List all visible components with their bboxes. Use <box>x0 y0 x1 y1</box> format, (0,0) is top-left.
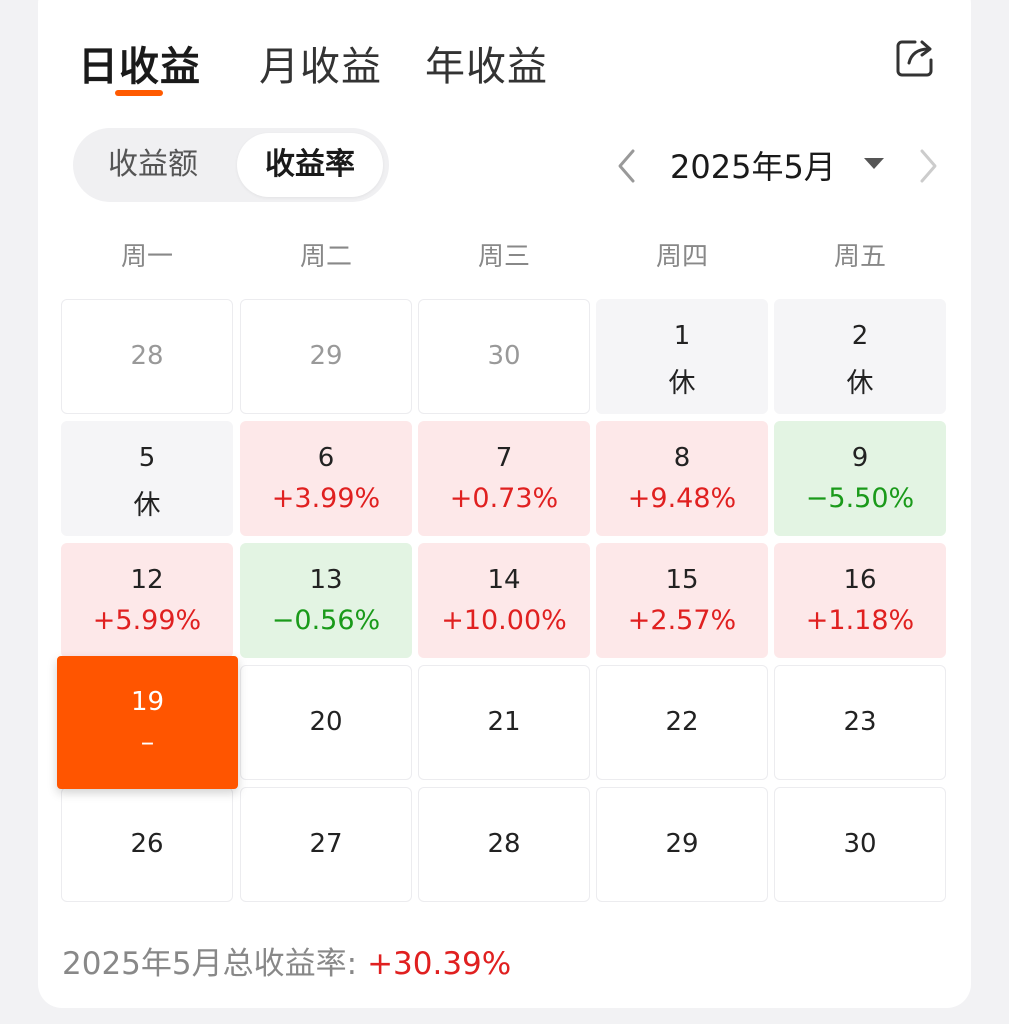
calendar-day-number: 6 <box>317 443 335 473</box>
calendar-cell[interactable]: 14 +10.00% <box>418 543 590 658</box>
calendar-day-value: +10.00% <box>441 605 567 636</box>
summary-total-rate: +30.39% <box>367 946 512 982</box>
calendar-day-value: +2.57% <box>627 605 737 636</box>
calendar-day-number: 22 <box>665 707 699 737</box>
calendar-day-value: −0.56% <box>271 605 381 636</box>
caret-down-icon[interactable] <box>864 158 884 169</box>
calendar-cell[interactable]: 23 <box>774 665 946 780</box>
calendar-day-number: 28 <box>487 829 521 859</box>
calendar-day-number: 19 <box>130 687 165 717</box>
calendar-day-value: +0.73% <box>449 483 559 514</box>
calendar-day-number: 28 <box>130 341 164 371</box>
weekday-thu: 周四 <box>655 242 708 272</box>
calendar-cell[interactable]: 13 −0.56% <box>240 543 412 658</box>
summary-label: 2025年5月总收益率: <box>62 946 358 982</box>
month-picker-label[interactable]: 2025年5月 <box>670 148 836 186</box>
calendar-day-number: 8 <box>673 443 691 473</box>
tab-daily[interactable]: 日收益 <box>78 44 201 90</box>
chevron-left-icon[interactable] <box>612 146 642 186</box>
calendar-cell[interactable]: 29 <box>240 299 412 414</box>
calendar-day-number: 7 <box>495 443 513 473</box>
calendar-day-value: 休 <box>846 368 874 399</box>
weekday-tue: 周二 <box>299 242 352 272</box>
calendar-cell[interactable]: 30 <box>418 299 590 414</box>
share-icon[interactable] <box>893 36 937 80</box>
calendar-day-value: +3.99% <box>271 483 381 514</box>
active-tab-indicator <box>115 90 163 96</box>
calendar-cell-today[interactable]: 19 – <box>57 656 238 789</box>
calendar-cell[interactable]: 29 <box>596 787 768 902</box>
calendar-day-number: 23 <box>843 707 877 737</box>
calendar-day-value: −5.50% <box>805 483 915 514</box>
calendar-cell[interactable]: 22 <box>596 665 768 780</box>
calendar-cell[interactable]: 28 <box>61 299 233 414</box>
calendar-day-number: 16 <box>843 565 877 595</box>
weekday-wed: 周三 <box>477 242 530 272</box>
weekday-fri: 周五 <box>833 242 886 272</box>
calendar-cell[interactable]: 7 +0.73% <box>418 421 590 536</box>
tab-monthly[interactable]: 月收益 <box>259 44 382 90</box>
calendar-day-number: 14 <box>487 565 521 595</box>
calendar-day-number: 9 <box>851 443 869 473</box>
toggle-amount[interactable]: 收益额 <box>108 147 198 182</box>
calendar-cell[interactable]: 9 −5.50% <box>774 421 946 536</box>
calendar-day-number: 2 <box>851 321 869 351</box>
calendar-cell[interactable]: 8 +9.48% <box>596 421 768 536</box>
calendar-day-number: 27 <box>309 829 343 859</box>
calendar-cell[interactable]: 12 +5.99% <box>61 543 233 658</box>
calendar-day-number: 20 <box>309 707 343 737</box>
calendar-day-number: 29 <box>665 829 699 859</box>
calendar-cell[interactable]: 16 +1.18% <box>774 543 946 658</box>
month-summary: 2025年5月总收益率: +30.39% <box>62 938 511 983</box>
chevron-right-icon[interactable] <box>913 146 943 186</box>
calendar-cell[interactable]: 21 <box>418 665 590 780</box>
calendar-cell[interactable]: 15 +2.57% <box>596 543 768 658</box>
calendar-day-number: 29 <box>309 341 343 371</box>
weekday-mon: 周一 <box>120 242 173 272</box>
calendar-day-number: 30 <box>487 341 521 371</box>
calendar-day-number: 30 <box>843 829 877 859</box>
calendar-cell[interactable]: 20 <box>240 665 412 780</box>
calendar-day-value: – <box>140 727 155 758</box>
calendar-day-value: +5.99% <box>92 605 202 636</box>
calendar-cell[interactable]: 26 <box>61 787 233 902</box>
calendar-day-value: 休 <box>133 490 161 521</box>
calendar-day-value: +1.18% <box>805 605 915 636</box>
calendar-day-number: 1 <box>673 321 691 351</box>
metric-toggle: 收益额 收益率 <box>73 128 389 202</box>
calendar-cell[interactable]: 28 <box>418 787 590 902</box>
calendar-day-number: 12 <box>130 565 164 595</box>
calendar-cell[interactable]: 27 <box>240 787 412 902</box>
toggle-rate[interactable]: 收益率 <box>237 133 383 197</box>
calendar-cell[interactable]: 6 +3.99% <box>240 421 412 536</box>
calendar-day-number: 26 <box>130 829 164 859</box>
calendar-day-number: 13 <box>309 565 343 595</box>
calendar-day-number: 15 <box>665 565 699 595</box>
calendar-cell[interactable]: 30 <box>774 787 946 902</box>
calendar-day-number: 5 <box>138 443 156 473</box>
calendar-day-value: 休 <box>668 368 696 399</box>
tab-yearly[interactable]: 年收益 <box>425 44 548 90</box>
calendar-day-number: 21 <box>487 707 521 737</box>
calendar-day-value: +9.48% <box>627 483 737 514</box>
